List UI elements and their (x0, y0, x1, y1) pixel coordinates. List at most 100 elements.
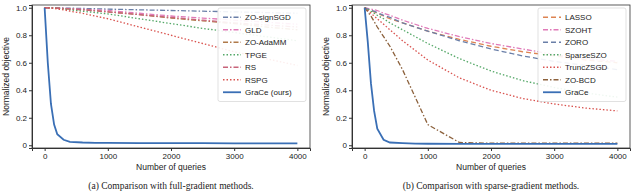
tick-label: 2000 (483, 152, 501, 161)
axis-line (29, 6, 33, 149)
legend-swatch (223, 54, 241, 55)
legend-label: RS (245, 63, 256, 72)
legend-swatch (223, 29, 241, 30)
tick-label: 0.6 (336, 59, 348, 68)
figure: 0 1000 2000 3000 4000 0 0.2 0.4 0.6 0.8 1.0 Number … (0, 0, 640, 194)
panel: 0 1000 2000 3000 4000 0 0.2 0.4 0.6 0.8 1.0 Number … (1, 4, 311, 192)
tick-mark (234, 148, 235, 151)
lines (365, 8, 618, 144)
legend-swatch (223, 79, 241, 80)
y-axis-title: Normalized objective (321, 37, 331, 116)
legend-label: ZO-AdaMM (245, 38, 287, 47)
tick-mark (29, 8, 32, 9)
tick: 0.6 (16, 59, 32, 68)
tick-label: 0 (363, 152, 368, 161)
tick-mark (365, 148, 366, 151)
tick-label: 0.8 (336, 31, 348, 40)
tick-label: 0 (43, 152, 48, 161)
legend-swatch (223, 91, 241, 93)
tick: 2000 (483, 148, 501, 161)
legend-swatch (223, 17, 241, 18)
tick-mark (29, 63, 32, 64)
tick-mark (108, 148, 109, 151)
legend-label: LASSO (565, 13, 592, 22)
legend-box (538, 8, 626, 102)
axis-line (353, 149, 631, 152)
tick-label: 0.2 (16, 114, 28, 123)
legend-swatch (223, 67, 241, 68)
tick: 0 (363, 148, 368, 161)
y-axis: 00.20.40.60.81.0 (336, 4, 353, 151)
y-axis: 0 0.2 0.4 0.6 0.8 1.0 (16, 4, 33, 151)
legend-swatch (543, 79, 561, 80)
tick-label: 4000 (609, 152, 627, 161)
tick-mark (349, 35, 352, 36)
legend-label: ZO-BCD (565, 76, 596, 85)
tick-mark (617, 148, 618, 151)
tick-label: 1000 (99, 152, 117, 161)
tick-label: 3000 (546, 152, 564, 161)
legend-label: TPGE (245, 51, 267, 60)
tick-mark (297, 148, 298, 151)
legend-label: GraCe (ours) (245, 88, 292, 97)
legend-label: SparseSZO (565, 51, 607, 60)
tick: 1000 (419, 148, 437, 161)
tick: 4000 (289, 148, 307, 161)
legend-label: ZO-signSGD (245, 13, 291, 22)
panel: 0100020003000400000.20.40.60.81.0Number … (321, 4, 631, 192)
plot-frame (352, 5, 630, 148)
tick: 4000 (609, 148, 627, 161)
tick: 1000 (99, 148, 117, 161)
series-line (365, 8, 618, 143)
tick-label: 3000 (226, 152, 244, 161)
y-axis-title: Normalized objective (1, 37, 11, 116)
tick-mark (349, 145, 352, 146)
x-axis-title: Number of queries (136, 162, 206, 172)
tick-mark (45, 148, 46, 151)
tick: 3000 (546, 148, 564, 161)
series-line (365, 8, 618, 62)
axis-line (33, 149, 311, 152)
legend-label: SZOHT (565, 26, 592, 35)
tick: 0.2 (336, 114, 352, 123)
legend-swatch (543, 29, 561, 30)
legend-label: RSPG (245, 76, 268, 85)
tick: 0 (23, 141, 32, 150)
tick: 0.6 (336, 59, 352, 68)
tick: 0.8 (16, 31, 32, 40)
legend: ZO-signSGDGLDZO-AdaMMTPGERSRSPGGraCe (ou… (218, 8, 306, 102)
x-axis: 0 1000 2000 3000 4000 (353, 148, 631, 161)
tick-mark (554, 148, 555, 151)
tick-mark (349, 90, 352, 91)
series-line (45, 8, 298, 144)
tick-mark (349, 8, 352, 9)
tick-label: 0.8 (16, 31, 28, 40)
tick-label: 2000 (163, 152, 181, 161)
legend-swatch (543, 42, 561, 43)
tick-label: 1000 (419, 152, 437, 161)
tick-mark (29, 118, 32, 119)
tick: 0 (43, 148, 48, 161)
tick-label: 0.6 (16, 59, 28, 68)
caption: (a) Comparison with full-gradient method… (88, 181, 253, 192)
lines (45, 8, 298, 144)
tick-label: 0.2 (336, 114, 348, 123)
legend-label: ZORO (565, 38, 588, 47)
tick-mark (29, 90, 32, 91)
tick: 0 (343, 141, 352, 150)
tick-mark (29, 35, 32, 36)
legend: LASSOSZOHTZOROSparseSZOTruncZSGDZO-BCDGr… (538, 8, 626, 102)
tick: 3000 (226, 148, 244, 161)
caption: (b) Comparison with sparse-gradient meth… (403, 181, 580, 192)
tick: 0.2 (16, 114, 32, 123)
legend-swatch (543, 91, 561, 93)
series-line (365, 8, 618, 97)
tick: 0.8 (336, 31, 352, 40)
legend-swatch (543, 17, 561, 18)
legend-swatch (223, 42, 241, 43)
tick-label: 1.0 (16, 4, 28, 13)
tick: 1.0 (16, 4, 32, 13)
legend-box (218, 8, 306, 102)
tick: 2000 (163, 148, 181, 161)
tick-label: 0.4 (16, 86, 28, 95)
